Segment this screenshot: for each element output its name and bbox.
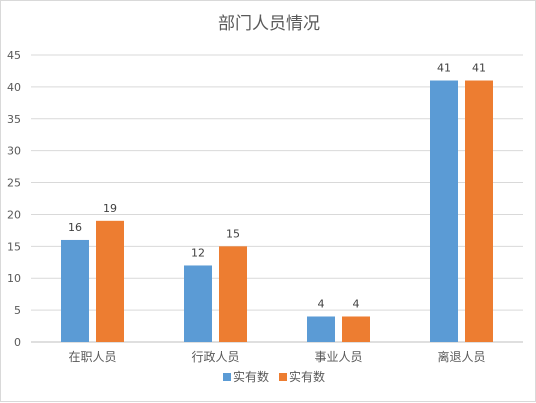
y-tick-label: 15 — [7, 240, 21, 253]
y-tick-label: 30 — [7, 145, 21, 158]
y-tick-label: 35 — [7, 113, 21, 126]
category-label: 行政人员 — [191, 350, 239, 364]
legend-swatch — [279, 373, 287, 381]
y-tick-label: 20 — [7, 208, 21, 221]
data-label: 12 — [191, 246, 205, 259]
bar — [342, 316, 370, 342]
bars — [61, 80, 493, 342]
bar — [96, 220, 124, 342]
data-label: 41 — [472, 62, 486, 75]
chart-title: 部门人员情况 — [218, 14, 320, 34]
data-label: 41 — [437, 62, 451, 75]
category-label: 事业人员 — [314, 350, 362, 364]
y-tick-label: 0 — [14, 336, 21, 349]
legend-swatch — [223, 373, 231, 381]
category-label: 离退人员 — [437, 349, 485, 364]
y-tick-label: 5 — [14, 304, 21, 317]
data-label: 4 — [318, 297, 325, 310]
data-labels: 16 19 12 15 4 4 41 41 — [68, 62, 486, 311]
y-tick-label: 45 — [7, 49, 21, 62]
data-label: 15 — [226, 227, 240, 240]
bar — [430, 80, 458, 342]
data-label: 4 — [353, 297, 360, 310]
legend-label: 实有数 — [289, 369, 325, 384]
data-label: 16 — [68, 221, 82, 234]
legend-label: 实有数 — [233, 369, 269, 384]
y-tick-label: 25 — [7, 177, 21, 190]
bar — [219, 246, 247, 342]
y-tick-label: 10 — [7, 272, 21, 285]
category-labels: 在职人员 行政人员 事业人员 离退人员 — [68, 349, 485, 364]
bar — [184, 265, 212, 342]
data-label: 19 — [103, 202, 117, 215]
bar — [307, 316, 335, 342]
bar — [61, 239, 89, 342]
bar — [465, 80, 493, 342]
y-tick-label: 40 — [7, 81, 21, 94]
y-axis-ticks: 0 5 10 15 20 25 30 35 40 45 — [7, 49, 21, 349]
legend: 实有数 实有数 — [223, 369, 325, 384]
category-label: 在职人员 — [68, 350, 116, 364]
